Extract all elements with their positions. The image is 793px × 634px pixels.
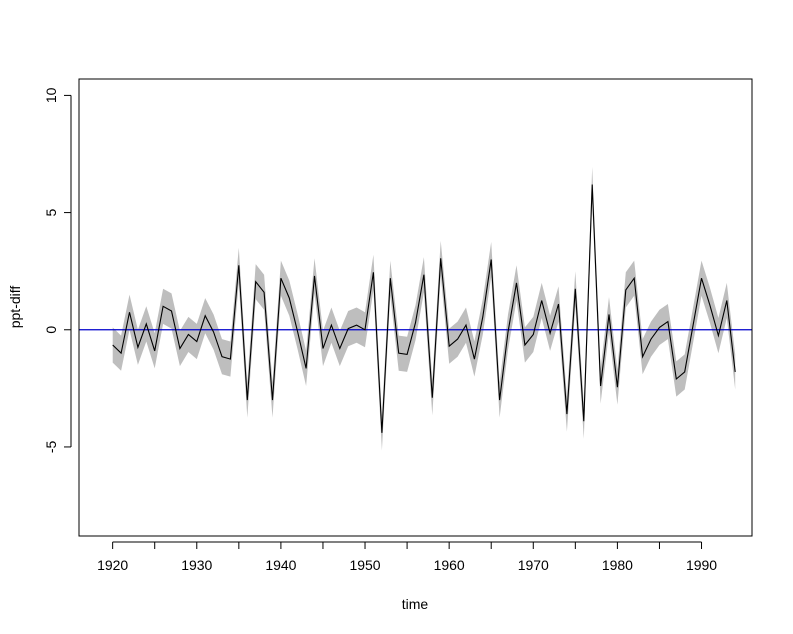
x-tick-label: 1990	[686, 557, 717, 573]
x-tick-label: 1980	[602, 557, 633, 573]
series-layer	[112, 184, 736, 433]
y-axis: -5 0 5 10	[43, 87, 72, 454]
x-tick-label: 1940	[265, 557, 296, 573]
y-axis-title: ppt-diff	[7, 286, 23, 329]
y-tick-label: 5	[43, 208, 59, 216]
series-line	[112, 184, 736, 433]
x-axis: 1920 1930 1940 1950 1960 1970 1980 1990	[97, 541, 717, 573]
y-tick-label: 10	[43, 87, 59, 103]
y-tick-label: 0	[43, 326, 59, 334]
y-tick-label: -5	[43, 441, 59, 454]
x-tick-label: 1950	[349, 557, 380, 573]
plot-frame	[78, 78, 753, 537]
x-tick-label: 1930	[181, 557, 212, 573]
x-tick-label: 1960	[434, 557, 465, 573]
x-axis-title: time	[402, 596, 429, 612]
x-tick-label: 1970	[518, 557, 549, 573]
x-tick-label: 1920	[97, 557, 128, 573]
